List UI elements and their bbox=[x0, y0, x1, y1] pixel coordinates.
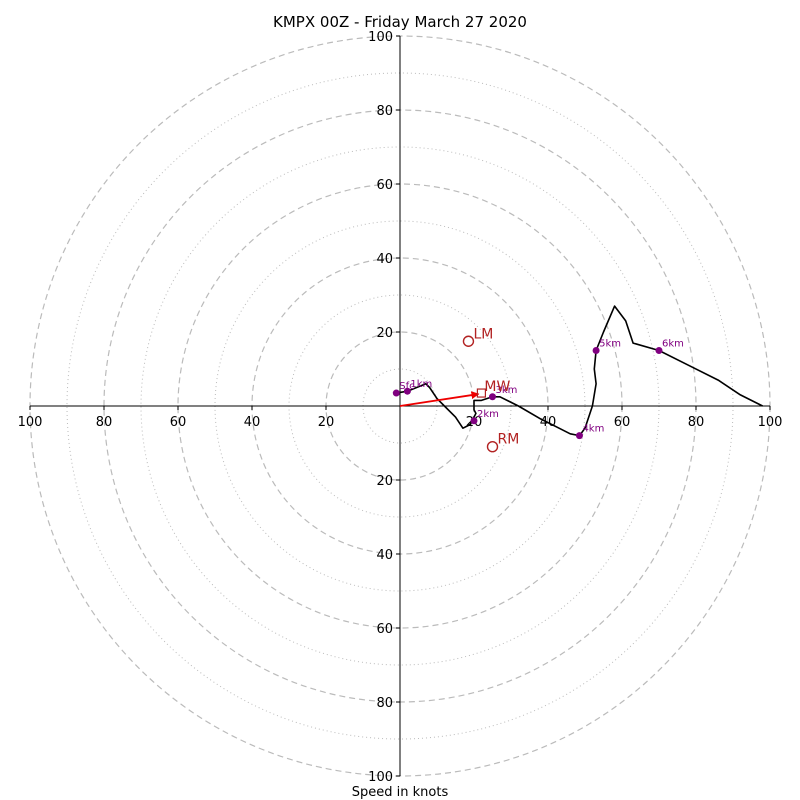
x-tick-label: 100 bbox=[758, 415, 783, 430]
storm-motion: MW LM RM bbox=[399, 326, 520, 453]
y-tick-label: 100 bbox=[368, 770, 393, 785]
y-tick-label: 80 bbox=[376, 696, 393, 711]
y-tick-label: 40 bbox=[376, 252, 393, 267]
x-tick-label: 60 bbox=[170, 415, 187, 430]
height-marker-Sfc bbox=[392, 389, 400, 397]
mean-wind-label: MW bbox=[484, 379, 510, 395]
y-tick-label: 40 bbox=[376, 548, 393, 563]
height-marker-5km bbox=[592, 347, 600, 354]
y-tick-label: 20 bbox=[376, 326, 393, 341]
y-tick-label: 100 bbox=[368, 30, 393, 45]
height-label-Sfc: Sfc bbox=[399, 381, 414, 392]
y-tick-label: 60 bbox=[376, 178, 393, 193]
height-label-1km: 1km bbox=[410, 379, 432, 390]
x-tick-label: 80 bbox=[96, 415, 113, 430]
height-label-6km: 6km bbox=[662, 339, 684, 350]
y-tick-label: 20 bbox=[376, 474, 393, 489]
hodograph bbox=[396, 305, 763, 437]
mean-wind-arrow bbox=[399, 391, 480, 407]
x-tick-label: 100 bbox=[18, 415, 43, 430]
height-marker-6km bbox=[655, 347, 663, 354]
height-label-3km: 3km bbox=[496, 385, 518, 396]
storm-motion-RM bbox=[486, 441, 499, 453]
x-tick-label: 80 bbox=[688, 415, 705, 430]
height-marker-3km bbox=[489, 393, 496, 401]
storm-motion-label-RM: RM bbox=[498, 432, 520, 448]
hodograph-line bbox=[396, 305, 763, 437]
y-tick-label: 60 bbox=[376, 622, 393, 637]
x-tick-label: 20 bbox=[318, 415, 335, 430]
x-tick-label: 60 bbox=[614, 415, 631, 430]
storm-motion-LM bbox=[462, 335, 475, 347]
height-label-4km: 4km bbox=[582, 424, 604, 435]
height-label-2km: 2km bbox=[477, 409, 499, 420]
height-marker-4km bbox=[575, 432, 583, 440]
x-tick-label: 40 bbox=[244, 415, 261, 430]
chart-title: KMPX 00Z - Friday March 27 2020 bbox=[273, 13, 527, 31]
height-marker-1km bbox=[403, 387, 411, 395]
storm-motion-label-LM: LM bbox=[473, 326, 493, 342]
mean-wind-marker bbox=[476, 388, 486, 398]
height-marker-2km bbox=[470, 417, 478, 425]
x-axis-label: Speed in knots bbox=[352, 785, 449, 800]
height-label-5km: 5km bbox=[599, 339, 621, 350]
y-tick-label: 80 bbox=[376, 104, 393, 119]
